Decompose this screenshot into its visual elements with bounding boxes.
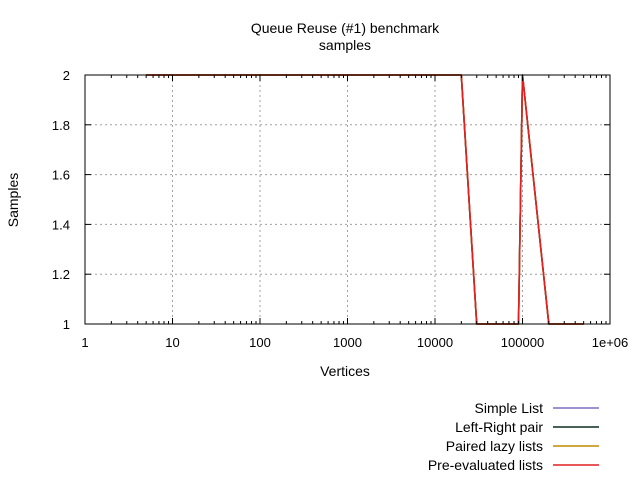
x-axis-label: Vertices (320, 363, 370, 379)
chart-title: Queue Reuse (#1) benchmark (251, 20, 440, 36)
grid (85, 75, 610, 324)
x-tick-label: 1000 (333, 335, 362, 350)
x-tick-label: 100 (249, 335, 271, 350)
legend: Simple List Left-Right pair Paired lazy li… (428, 400, 599, 473)
y-tick-label: 1.8 (52, 118, 70, 133)
y-axis-label: Samples (5, 173, 21, 227)
x-tick-label: 1e+06 (592, 335, 629, 350)
series-line-2 (146, 74, 584, 325)
ticks: 1 10 100 1000 10000 100000 1e+06 1 1.2 1.4 1.6 1.8 2 (52, 68, 628, 350)
y-tick-label: 1.6 (52, 168, 70, 183)
x-tick-label: 1 (81, 335, 88, 350)
x-tick-label: 100000 (501, 335, 544, 350)
series-lines (146, 74, 584, 325)
series-line-1 (146, 74, 584, 325)
legend-label: Pre-evaluated lists (428, 457, 543, 473)
y-tick-label: 1.2 (52, 267, 70, 282)
series-line-0 (146, 74, 584, 325)
y-tick-label: 2 (63, 68, 70, 83)
chart-subtitle: samples (319, 37, 371, 53)
legend-label: Simple List (475, 400, 544, 416)
legend-label: Left-Right pair (455, 419, 543, 435)
x-tick-label: 10000 (417, 335, 453, 350)
y-tick-label: 1.4 (52, 217, 70, 232)
x-tick-label: 10 (165, 335, 179, 350)
y-tick-label: 1 (63, 317, 70, 332)
series-line-3 (146, 74, 584, 325)
legend-label: Paired lazy lists (446, 438, 543, 454)
